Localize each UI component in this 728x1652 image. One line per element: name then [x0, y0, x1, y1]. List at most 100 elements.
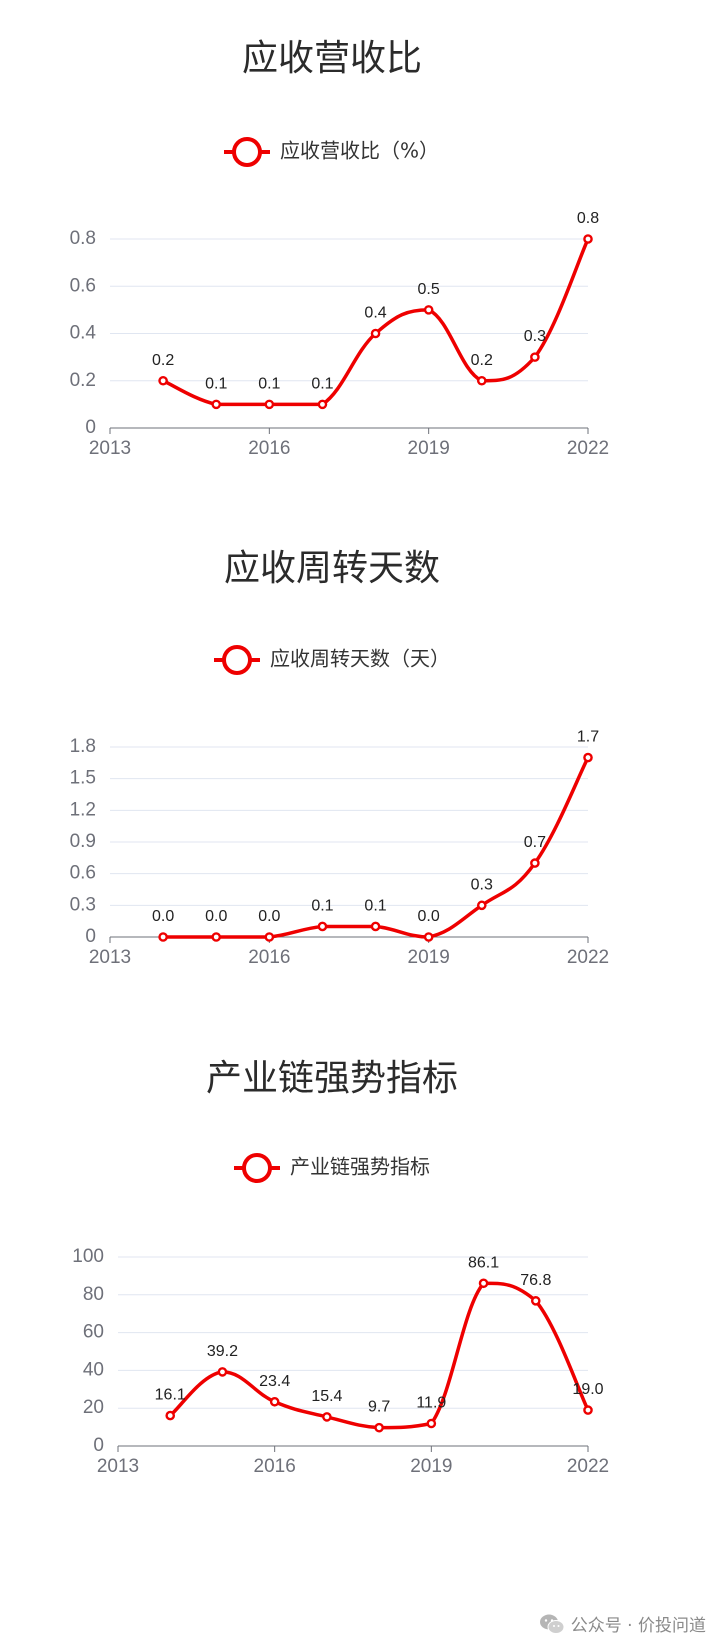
grid: 0 20 40 60 80 100: [72, 1246, 588, 1456]
legend: 产业链强势指标: [234, 1153, 430, 1183]
data-point: [165, 1410, 176, 1421]
data-label: 0.3: [524, 328, 546, 345]
series-1: 0.0 0.0 0.0 0.1 0.1 0.0 0.3 0.7 1.7: [152, 729, 599, 942]
wechat-icon: [539, 1614, 565, 1634]
data-point: [426, 1418, 437, 1429]
data-label: 86.1: [468, 1254, 499, 1271]
grid: 0 0.2 0.4 0.6 0.8: [70, 228, 588, 438]
data-point: [317, 399, 328, 410]
x-tick-label: 2016: [248, 947, 290, 968]
x-tick-label: 2022: [567, 438, 609, 459]
data-point: [322, 1412, 332, 1422]
x-tick-label: 2019: [408, 947, 450, 968]
data-label: 0.0: [418, 908, 440, 925]
x-tick-label: 2019: [410, 1456, 452, 1477]
y-tick-label: 0.4: [70, 323, 97, 344]
y-tick-label: 0.2: [70, 370, 96, 391]
data-label: 0.7: [524, 834, 546, 851]
data-point: [211, 399, 222, 410]
x-tick-label: 2022: [567, 947, 609, 968]
data-point: [583, 1405, 593, 1415]
y-tick-label: 1.5: [70, 768, 96, 789]
data-label: 0.1: [364, 897, 386, 914]
data-point: [530, 1296, 541, 1306]
watermark: 公众号 · 价投问道: [539, 1611, 706, 1636]
y-tick-label: 1.2: [70, 799, 96, 820]
watermark-text: 公众号 · 价投问道: [570, 1616, 706, 1636]
y-tick-label: 20: [83, 1397, 104, 1418]
data-label: 0.5: [418, 281, 440, 298]
y-tick-label: 0.8: [70, 228, 96, 249]
data-point: [211, 932, 222, 942]
data-label: 1.7: [577, 729, 599, 746]
data-label: 0.0: [205, 908, 227, 925]
data-point: [530, 352, 540, 362]
data-label: 16.1: [155, 1387, 186, 1404]
y-tick-label: 0: [93, 1435, 104, 1456]
x-tick-label: 2013: [89, 947, 131, 968]
data-label: 0.0: [152, 908, 174, 925]
data-point: [158, 375, 168, 386]
x-tick-label: 2022: [567, 1456, 609, 1477]
y-tick-label: 40: [83, 1359, 104, 1380]
legend-marker: [222, 645, 252, 675]
data-point: [317, 921, 328, 932]
data-point: [583, 234, 593, 244]
x-axis: 2013 2016 2019 2022: [89, 936, 609, 968]
y-tick-label: 60: [83, 1322, 104, 1343]
data-label: 39.2: [207, 1343, 238, 1360]
data-point: [583, 752, 593, 763]
x-axis: 2013 2016 2019 2022: [89, 427, 609, 459]
legend-label: 应收周转天数（天）: [270, 647, 450, 671]
data-label: 0.1: [311, 375, 333, 392]
data-point: [530, 858, 540, 868]
y-tick-label: 0.9: [70, 831, 96, 852]
data-label: 9.7: [368, 1399, 390, 1416]
x-axis: 2013 2016 2019 2022: [97, 1445, 609, 1477]
data-point: [264, 399, 275, 410]
chart-title: 产业链强势指标: [206, 1058, 458, 1099]
y-tick-label: 0: [85, 417, 96, 438]
data-label: 15.4: [311, 1388, 342, 1405]
data-label: 0.1: [311, 897, 333, 914]
data-label: 0.2: [152, 352, 174, 369]
legend-marker: [232, 137, 262, 167]
chart-title: 应收周转天数: [224, 548, 440, 589]
data-point: [476, 900, 487, 911]
grid: 0 0.3 0.6 0.9 1.2 1.5 1.8: [70, 736, 588, 947]
x-tick-label: 2013: [89, 438, 131, 459]
data-label: 0.8: [577, 210, 599, 227]
x-tick-label: 2016: [254, 1456, 296, 1477]
data-point: [370, 328, 381, 339]
data-point: [478, 1278, 489, 1289]
data-label: 23.4: [259, 1373, 290, 1390]
data-point: [217, 1367, 228, 1377]
y-tick-label: 0.6: [70, 275, 96, 296]
y-tick-label: 80: [83, 1284, 104, 1305]
data-point: [158, 932, 168, 942]
data-label: 76.8: [520, 1272, 551, 1289]
series-1: 16.1 39.2 23.4 15.4 9.7 11.9 86.1 76.8 19.0: [155, 1254, 604, 1433]
data-point: [423, 932, 434, 942]
x-tick-label: 2016: [248, 438, 290, 459]
legend-marker: [242, 1153, 272, 1183]
data-label: 0.4: [364, 305, 386, 322]
data-point: [264, 932, 275, 942]
data-label: 19.0: [572, 1381, 603, 1398]
legend-label: 产业链强势指标: [290, 1155, 430, 1179]
data-label: 0.1: [205, 375, 227, 392]
x-tick-label: 2013: [97, 1456, 139, 1477]
y-tick-label: 100: [72, 1246, 104, 1267]
chart-title: 应收营收比: [242, 38, 422, 79]
data-label: 0.2: [471, 352, 493, 369]
data-point: [423, 305, 434, 315]
data-point: [374, 1422, 384, 1433]
data-point: [370, 921, 381, 932]
y-tick-label: 0.3: [70, 894, 96, 915]
data-label: 0.3: [471, 876, 493, 893]
y-tick-label: 0.6: [70, 863, 96, 884]
